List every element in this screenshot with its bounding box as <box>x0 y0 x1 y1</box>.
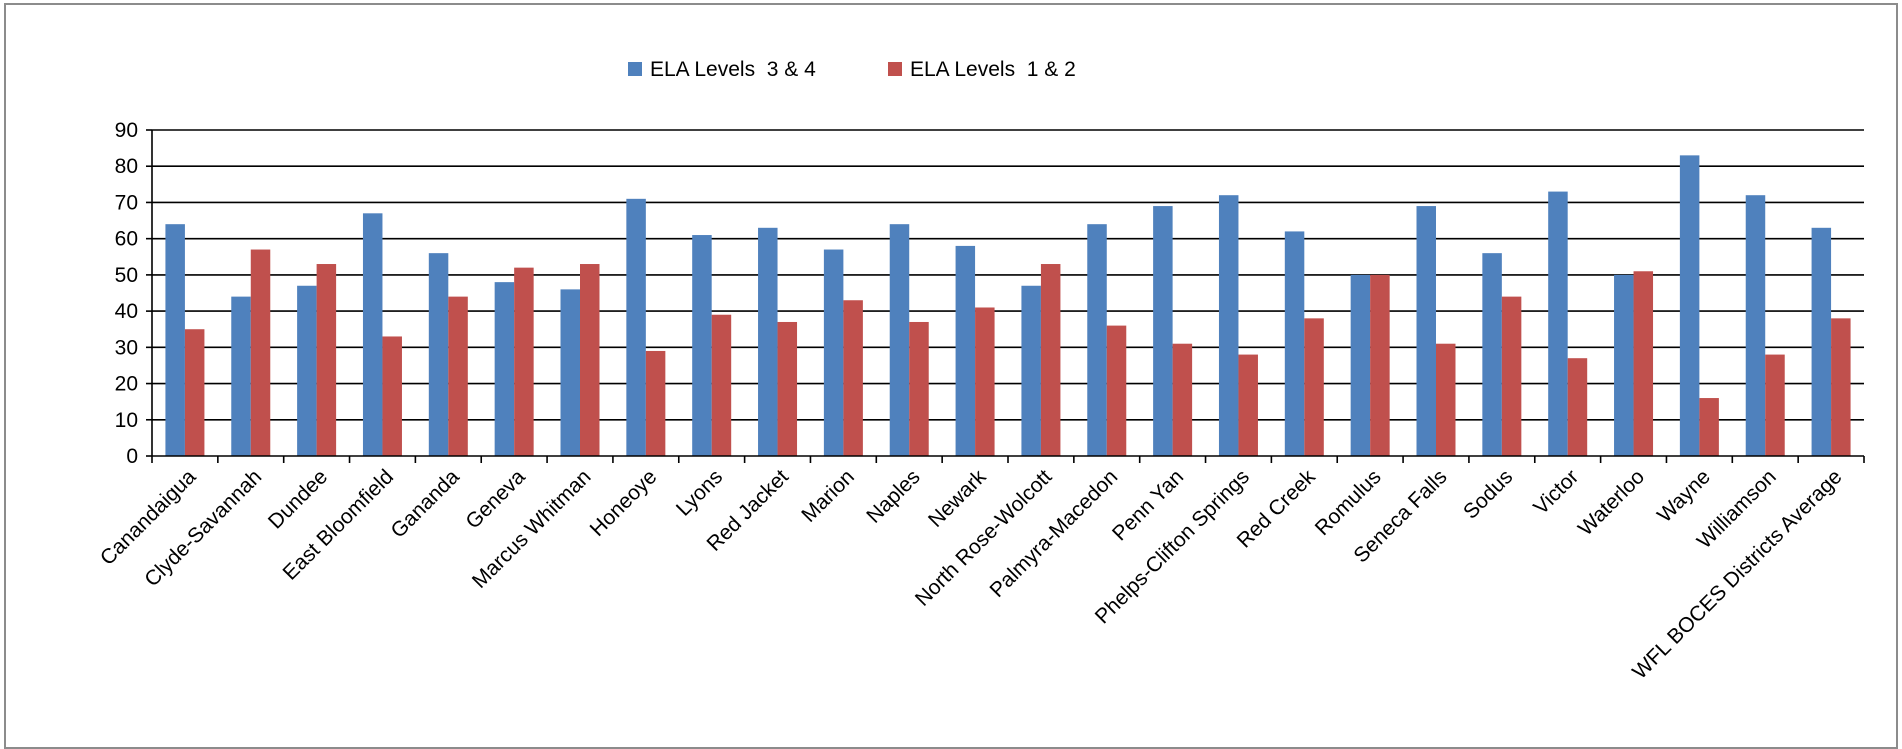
bar-levels-3-4-wayne <box>1679 155 1700 456</box>
y-tick-label: 0 <box>126 445 138 468</box>
x-tick-label-geneva: Geneva <box>461 465 529 533</box>
bar-levels-3-4-north-rose-wolcott <box>1021 285 1041 456</box>
bar-levels-1-2-lyons <box>711 314 732 456</box>
bar-levels-1-2-wfl-boces-districts-average <box>1831 318 1851 456</box>
bar-levels-3-4-penn-yan <box>1153 206 1173 456</box>
bar-levels-1-2-canandaigua <box>184 329 205 456</box>
bars <box>165 155 1851 457</box>
bar-levels-3-4-honeoye <box>626 198 646 457</box>
bar-levels-3-4-phelps-clifton-springs <box>1218 195 1239 456</box>
y-tick-label: 90 <box>115 119 138 142</box>
bar-levels-1-2-victor <box>1567 358 1588 456</box>
bar-levels-3-4-romulus <box>1350 274 1371 456</box>
y-tick-label: 70 <box>115 191 138 214</box>
y-tick-label: 80 <box>115 155 138 178</box>
bar-levels-1-2-clyde-savannah <box>250 249 271 456</box>
bar-levels-1-2-phelps-clifton-springs <box>1238 354 1258 456</box>
bar-levels-1-2-honeoye <box>645 350 666 456</box>
x-tick-label-clyde-savannah: Clyde-Savannah <box>140 465 266 591</box>
bar-levels-3-4-sodus <box>1482 253 1502 456</box>
bar-levels-1-2-naples <box>909 321 929 456</box>
bar-levels-1-2-dundee <box>316 264 337 456</box>
bar-levels-3-4-victor <box>1548 191 1568 457</box>
bar-levels-1-2-geneva <box>514 267 534 456</box>
y-tick-label: 30 <box>115 336 138 359</box>
bar-levels-1-2-wayne <box>1699 398 1719 456</box>
bar-levels-3-4-williamson <box>1745 195 1766 456</box>
bar-levels-3-4-marcus-whitman <box>560 289 580 456</box>
bar-levels-1-2-palmyra-macedon <box>1106 325 1127 456</box>
bar-levels-3-4-east-bloomfield <box>362 213 383 456</box>
y-tick-label: 40 <box>115 300 138 323</box>
bar-levels-1-2-seneca-falls <box>1436 343 1456 456</box>
bar-levels-3-4-lyons <box>692 235 712 456</box>
bar-levels-3-4-waterloo <box>1614 274 1634 456</box>
bar-levels-3-4-newark <box>955 245 976 456</box>
y-tick-label: 10 <box>115 409 138 432</box>
legend-swatch-levels-3-4 <box>628 62 642 76</box>
bar-levels-3-4-palmyra-macedon <box>1087 224 1107 456</box>
legend-label-levels-1-2: ELA Levels 1 & 2 <box>910 58 1076 81</box>
x-tick-label-east-bloomfield: East Bloomfield <box>279 465 398 584</box>
bar-levels-3-4-geneva <box>494 282 515 456</box>
y-tick-label: 50 <box>115 264 138 287</box>
x-tick-label-dundee: Dundee <box>264 465 332 533</box>
bar-levels-1-2-red-jacket <box>777 321 798 456</box>
x-tick-label-marion: Marion <box>797 465 859 527</box>
bar-levels-3-4-naples <box>889 224 910 456</box>
x-tick-label-waterloo: Waterloo <box>1574 465 1649 540</box>
x-tick-label-naples: Naples <box>862 465 924 527</box>
bar-levels-1-2-marcus-whitman <box>580 264 600 456</box>
x-tick-label-victor: Victor <box>1529 465 1583 519</box>
x-tick-label-gananda: Gananda <box>386 465 464 543</box>
x-tick-label-sodus: Sodus <box>1459 465 1517 523</box>
y-tick-label: 60 <box>115 228 138 251</box>
y-axis-tick-labels: 0 10 20 30 40 50 60 70 80 90 <box>115 119 138 468</box>
bar-levels-3-4-marion <box>823 249 844 456</box>
bar-levels-3-4-canandaigua <box>165 224 185 456</box>
bar-levels-1-2-gananda <box>448 296 468 456</box>
bar-levels-1-2-williamson <box>1765 354 1785 456</box>
bar-levels-1-2-north-rose-wolcott <box>1040 264 1061 456</box>
x-tick-label-wayne: Wayne <box>1653 465 1715 527</box>
bar-levels-1-2-east-bloomfield <box>382 336 402 456</box>
chart-legend: ELA Levels 3 & 4 ELA Levels 1 & 2 <box>628 58 1076 81</box>
bar-levels-1-2-sodus <box>1501 296 1522 456</box>
x-tick-label-palmyra-macedon: Palmyra-Macedon <box>986 465 1123 602</box>
bar-levels-1-2-penn-yan <box>1172 343 1193 456</box>
bar-levels-3-4-red-creek <box>1284 231 1305 456</box>
x-tick-label-newark: Newark <box>924 465 991 532</box>
bar-levels-1-2-red-creek <box>1304 318 1324 456</box>
legend-label-levels-3-4: ELA Levels 3 & 4 <box>650 58 816 81</box>
bar-levels-1-2-marion <box>843 300 863 456</box>
bar-levels-3-4-gananda <box>428 253 449 456</box>
x-tick-label-lyons: Lyons <box>672 465 727 520</box>
bar-levels-3-4-red-jacket <box>758 227 778 456</box>
axes <box>146 129 1865 463</box>
gridlines <box>152 129 1864 421</box>
x-tick-label-marcus-whitman: Marcus Whitman <box>468 465 596 593</box>
bar-levels-1-2-newark <box>975 307 995 456</box>
y-tick-label: 20 <box>115 373 138 396</box>
legend-swatch-levels-1-2 <box>888 62 902 76</box>
bar-levels-3-4-clyde-savannah <box>231 296 251 456</box>
x-tick-label-honeoye: Honeoye <box>586 465 662 541</box>
bar-levels-1-2-waterloo <box>1633 271 1654 456</box>
bar-levels-3-4-dundee <box>297 285 317 456</box>
bar-levels-3-4-wfl-boces-districts-average <box>1811 227 1832 456</box>
bar-levels-3-4-seneca-falls <box>1416 206 1436 456</box>
bar-levels-1-2-romulus <box>1370 274 1390 456</box>
